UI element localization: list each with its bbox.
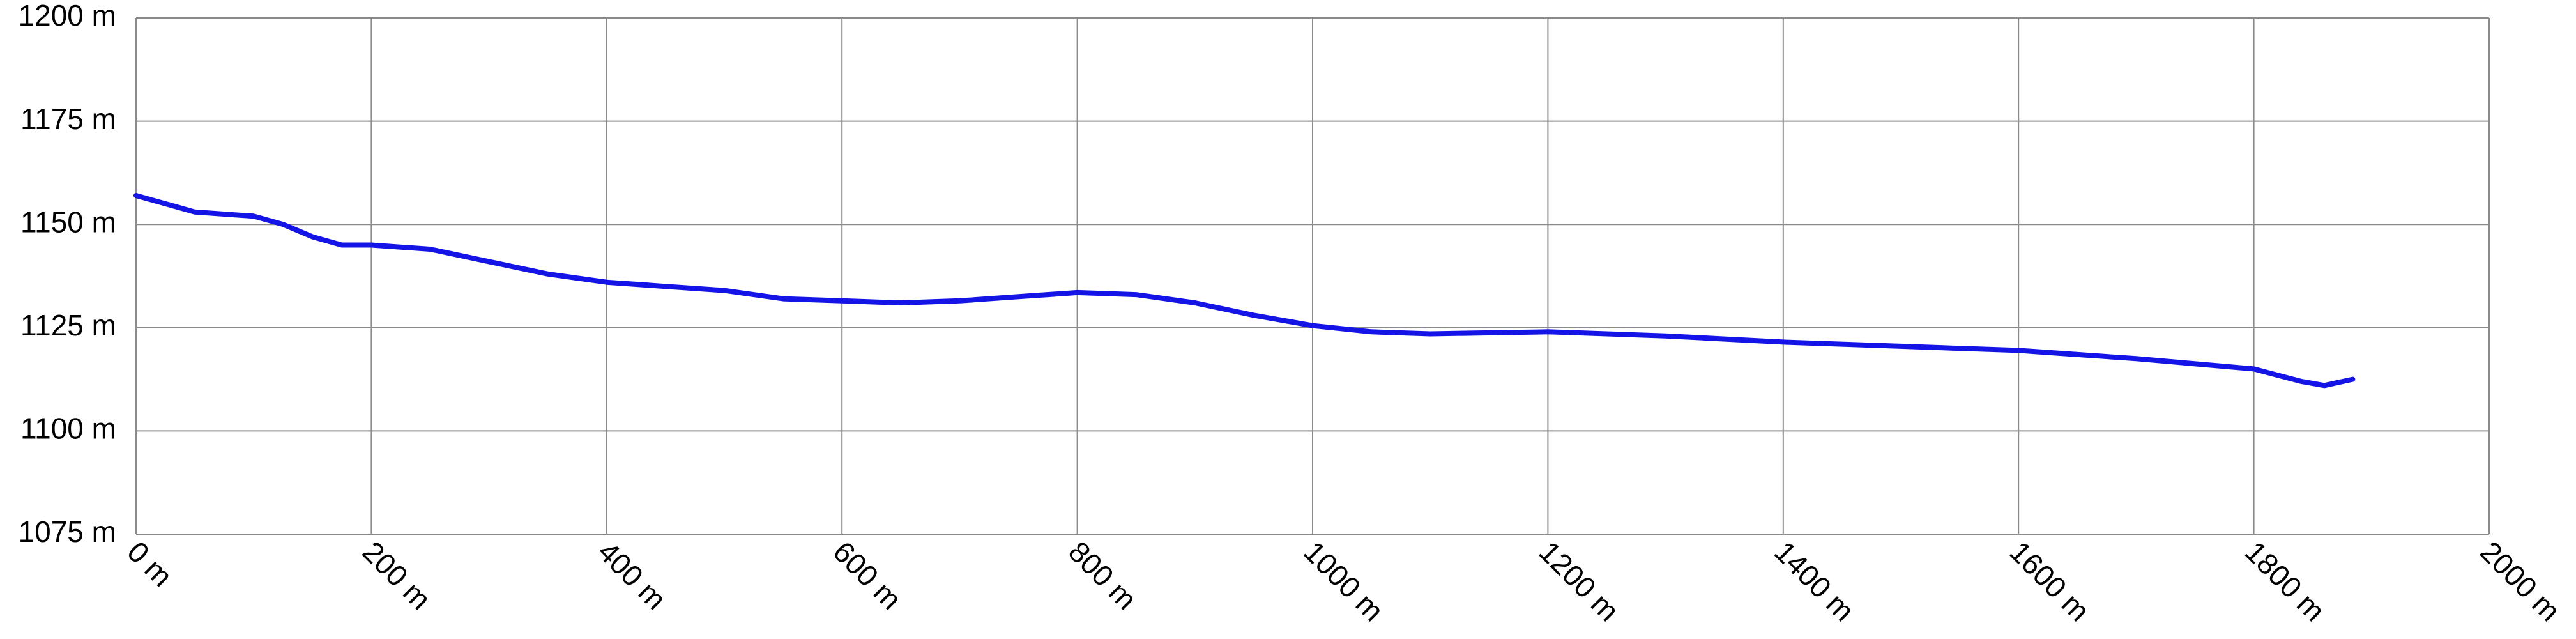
y-tick-label: 1075 m: [19, 515, 116, 548]
x-tick-label: 1800 m: [2239, 535, 2331, 627]
x-tick-label: 0 m: [121, 535, 179, 593]
y-tick-label: 1125 m: [20, 309, 116, 342]
x-tick-label: 800 m: [1062, 535, 1143, 616]
y-tick-label: 1100 m: [20, 412, 116, 445]
elevation-line: [133, 193, 2356, 389]
y-tick-label: 1175 m: [20, 102, 116, 135]
y-tick-label: 1200 m: [19, 0, 116, 32]
x-tick-label: 200 m: [356, 535, 438, 616]
y-tick-label: 1150 m: [20, 205, 116, 238]
x-tick-label: 1000 m: [1297, 535, 1390, 627]
x-tick-label: 400 m: [591, 535, 673, 616]
x-tick-label: 600 m: [827, 535, 908, 616]
x-tick-label: 1200 m: [1533, 535, 1626, 627]
x-tick-label: 2000 m: [2474, 535, 2566, 627]
x-tick-label: 1400 m: [1768, 535, 1861, 627]
x-tick-label: 1600 m: [2004, 535, 2096, 627]
